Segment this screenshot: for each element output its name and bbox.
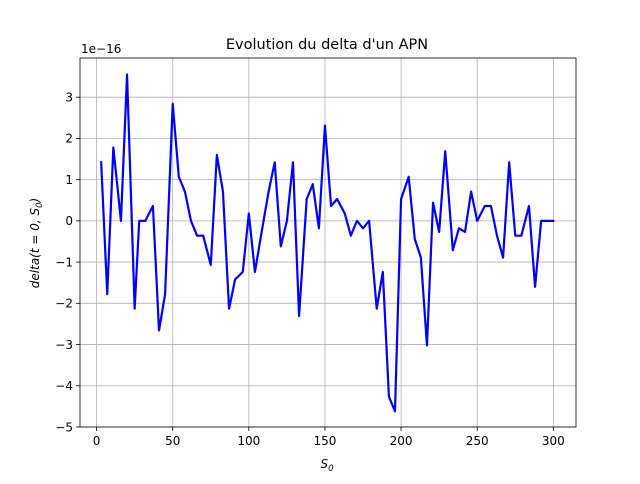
y-tick-label: 2 bbox=[65, 132, 73, 146]
x-axis-label-main: S bbox=[320, 457, 328, 471]
chart-title: Evolution du delta d'un APN bbox=[226, 37, 428, 53]
y-tick-label: 3 bbox=[65, 90, 73, 104]
y-axis-label-main: delta(t = 0, S bbox=[28, 208, 42, 289]
y-tick-label: −1 bbox=[55, 255, 73, 269]
x-tick-label: 100 bbox=[237, 434, 260, 448]
y-axis-label: delta(t = 0, S0) bbox=[28, 198, 45, 288]
series-line bbox=[100, 73, 555, 413]
data-series bbox=[100, 73, 555, 413]
y-tick-label: −4 bbox=[55, 379, 73, 393]
x-tick-label: 250 bbox=[466, 434, 489, 448]
y-axis-offset-label: 1e−16 bbox=[81, 42, 121, 56]
x-tick-label: 150 bbox=[314, 434, 337, 448]
y-tick-label: −5 bbox=[55, 420, 73, 434]
plot-frame bbox=[79, 57, 577, 428]
x-tick-label: 200 bbox=[390, 434, 413, 448]
x-axis-label: S0 bbox=[320, 457, 333, 474]
x-tick-label: 0 bbox=[93, 434, 101, 448]
axis-ticks: 0 50 100 150 200 250 300 −5 −4 −3 −2 −1 0 1 2 3 bbox=[55, 90, 564, 448]
x-tick-label: 50 bbox=[165, 434, 180, 448]
y-tick-label: 1 bbox=[65, 173, 73, 187]
x-tick-label: 300 bbox=[542, 434, 565, 448]
y-axis-label-close: ) bbox=[28, 198, 42, 204]
y-tick-label: −3 bbox=[55, 338, 73, 352]
x-axis-label-subscript: 0 bbox=[328, 464, 333, 474]
y-tick-label: −2 bbox=[55, 297, 73, 311]
y-tick-label: 0 bbox=[65, 214, 73, 228]
axes-frame bbox=[79, 57, 577, 428]
y-axis-label-subscript: 0 bbox=[35, 202, 45, 207]
